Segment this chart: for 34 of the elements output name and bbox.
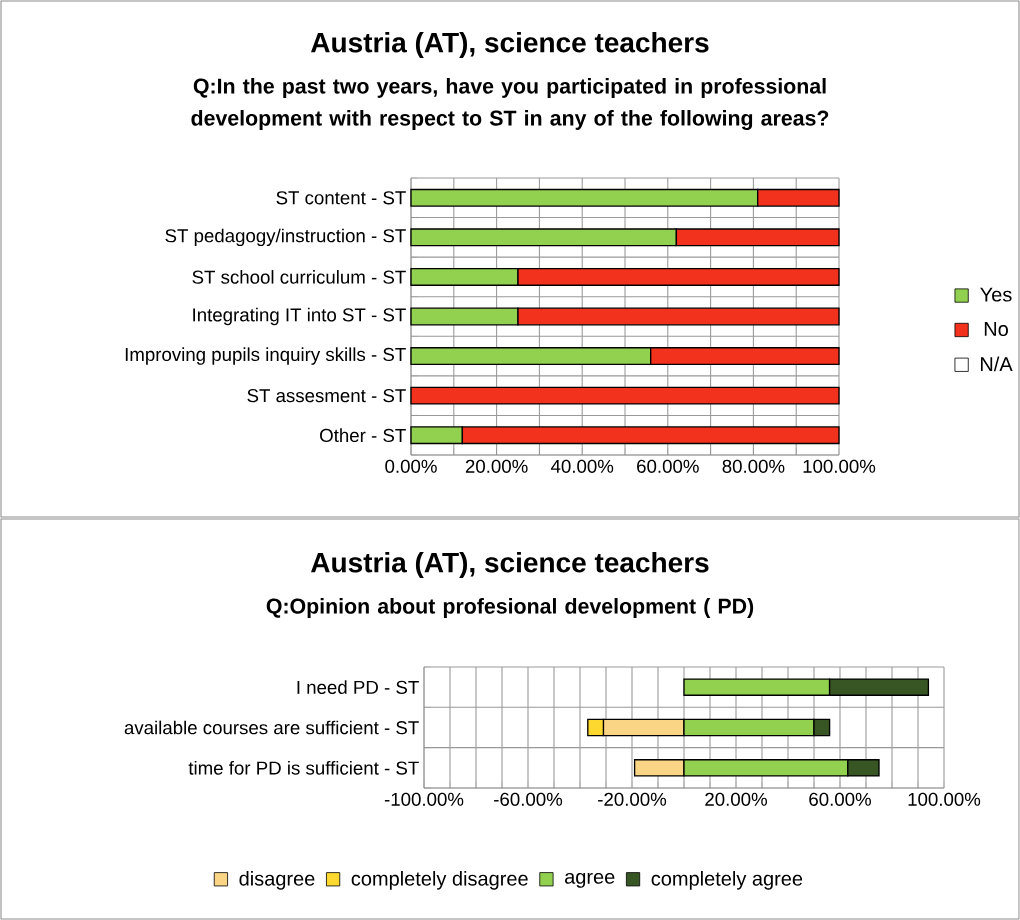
- x-tick-label: -100.00%: [384, 792, 464, 806]
- chart-subtitle: Q:Opinion about profesional development ( PD): [266, 598, 754, 618]
- x-tick-label: 20.00%: [705, 792, 767, 806]
- x-tick-label: 100.00%: [803, 459, 876, 473]
- y-tick-label: ST content - ST: [276, 191, 406, 205]
- y-tick-label: ST school curriculum - ST: [192, 270, 406, 284]
- legend-label: completely disagree: [351, 871, 528, 890]
- x-tick-label: 60.00%: [809, 792, 871, 806]
- y-tick-label: Improving pupils inquiry skills - ST: [125, 347, 406, 365]
- x-tick-label: 100.00%: [908, 792, 981, 806]
- y-tick-label: Integrating IT into ST - ST: [193, 307, 406, 326]
- legend-label: Yes: [980, 287, 1012, 302]
- chart-title: Austria (AT), science teachers: [310, 551, 709, 579]
- legend-label: completely agree: [651, 871, 803, 890]
- y-tick-label: time for PD is sufficient - ST: [188, 760, 419, 775]
- legend-label: disagree: [239, 871, 315, 890]
- x-tick-label: 20.00%: [465, 459, 528, 473]
- chart-subtitle: Q:In the past two years, have you participated in professional development with respect to ST in any of the following areas?: [191, 78, 829, 130]
- x-tick-label: 0.00%: [385, 459, 437, 473]
- x-tick-label: -20.00%: [598, 792, 667, 806]
- x-tick-label: 40.00%: [550, 459, 614, 473]
- y-tick-label: I need PD - ST: [297, 680, 419, 695]
- legend-label: agree: [565, 872, 615, 888]
- y-tick-label: available courses are sufficient - ST: [124, 720, 419, 735]
- x-tick-label: 60.00%: [637, 459, 699, 473]
- x-tick-label: -60.00%: [494, 792, 563, 806]
- y-tick-label: ST pedagogy/instruction - ST: [165, 228, 406, 247]
- x-tick-label: 80.00%: [722, 459, 785, 473]
- y-tick-label: ST assesment - ST: [247, 389, 406, 403]
- legend-label: N/A: [980, 356, 1013, 372]
- bar: [410, 386, 840, 405]
- y-tick-label: Other - ST: [320, 428, 406, 443]
- chart-title: Austria (AT), science teachers: [310, 31, 709, 59]
- legend-label: No: [984, 322, 1008, 337]
